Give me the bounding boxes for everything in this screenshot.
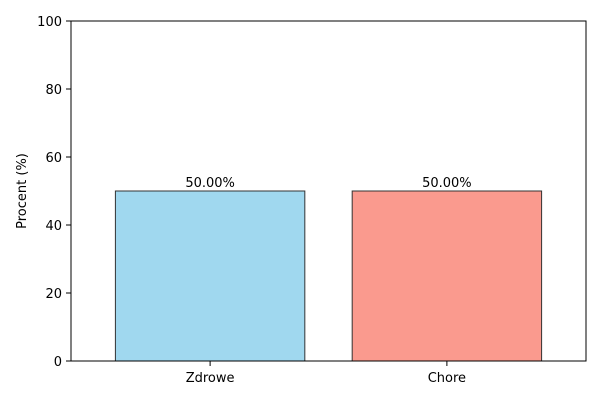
y-tick-label: 80 [45, 83, 62, 98]
x-axis: Zdrowe Chore [186, 361, 466, 386]
x-tick-label: Zdrowe [186, 371, 235, 386]
y-tick-label: 0 [54, 355, 62, 370]
bars-layer [114, 190, 543, 362]
data-label-zdrowe: 50.00% [185, 176, 235, 191]
x-tick-label: Chore [428, 371, 466, 386]
y-tick-label: 40 [45, 219, 62, 234]
bar-chore [351, 190, 543, 362]
y-axis: 0 20 40 60 80 100 [37, 15, 71, 370]
plot-frame [70, 20, 587, 362]
y-tick-label: 60 [45, 151, 62, 166]
y-tick-label: 100 [37, 15, 62, 30]
data-labels-layer: 50.00% 50.00% [185, 176, 471, 191]
y-axis-label: Procent (%) [15, 153, 30, 229]
data-label-chore: 50.00% [422, 176, 472, 191]
y-tick-label: 20 [45, 287, 62, 302]
bar-zdrowe [114, 190, 306, 362]
